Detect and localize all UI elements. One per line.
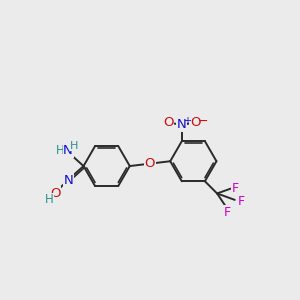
Text: F: F bbox=[232, 182, 239, 195]
Text: N: N bbox=[63, 145, 73, 158]
Text: N: N bbox=[64, 174, 74, 187]
Text: O: O bbox=[50, 187, 61, 200]
Text: H: H bbox=[70, 141, 79, 151]
Text: −: − bbox=[198, 115, 208, 128]
Text: F: F bbox=[224, 206, 231, 219]
Text: O: O bbox=[163, 116, 174, 129]
Text: H: H bbox=[44, 193, 53, 206]
Text: O: O bbox=[190, 116, 200, 129]
Text: +: + bbox=[183, 116, 191, 126]
Text: N: N bbox=[177, 118, 187, 131]
Text: O: O bbox=[145, 157, 155, 170]
Text: F: F bbox=[238, 195, 245, 208]
Text: H: H bbox=[56, 145, 65, 158]
